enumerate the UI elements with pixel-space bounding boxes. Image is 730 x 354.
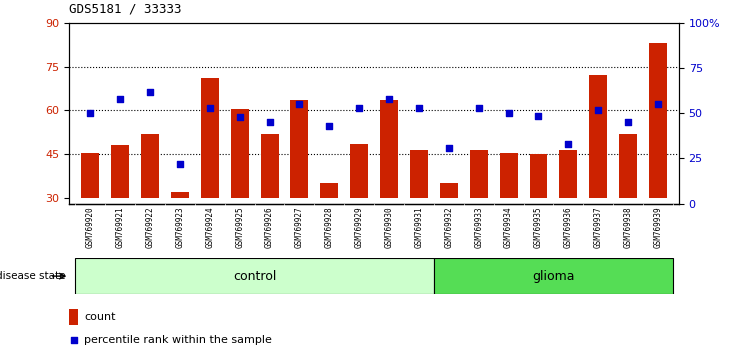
Bar [440, 183, 458, 198]
Text: count: count [84, 312, 115, 322]
Point [145, 89, 156, 95]
Bar [499, 153, 518, 198]
Bar [81, 153, 99, 198]
Text: GSM769925: GSM769925 [235, 206, 244, 248]
Text: GSM769937: GSM769937 [593, 206, 603, 248]
Point [174, 161, 185, 167]
Bar [434, 258, 673, 294]
Bar [171, 192, 189, 198]
Text: percentile rank within the sample: percentile rank within the sample [84, 335, 272, 346]
Text: GSM769936: GSM769936 [564, 206, 573, 248]
Text: GSM769931: GSM769931 [415, 206, 423, 248]
Text: GSM769929: GSM769929 [355, 206, 364, 248]
Bar [589, 75, 607, 198]
Point [323, 123, 335, 129]
Bar [111, 145, 129, 198]
Point [443, 145, 455, 151]
Point [622, 120, 634, 125]
Text: GSM769927: GSM769927 [295, 206, 304, 248]
Bar [201, 78, 219, 198]
Text: GSM769934: GSM769934 [504, 206, 513, 248]
Bar [320, 183, 338, 198]
Text: GSM769935: GSM769935 [534, 206, 543, 248]
Point [85, 110, 96, 116]
Point [652, 101, 664, 107]
Text: GSM769926: GSM769926 [265, 206, 274, 248]
Point [353, 105, 365, 111]
Point [473, 105, 485, 111]
Point [293, 101, 305, 107]
Bar [231, 109, 249, 198]
Text: GSM769930: GSM769930 [385, 206, 393, 248]
Text: GSM769924: GSM769924 [205, 206, 215, 248]
Point [592, 107, 604, 113]
Text: GSM769939: GSM769939 [653, 206, 663, 248]
Text: disease state: disease state [0, 271, 66, 281]
Bar [141, 134, 159, 198]
Point [68, 337, 80, 343]
Text: GSM769920: GSM769920 [85, 206, 95, 248]
Bar [469, 150, 488, 198]
Text: GSM769938: GSM769938 [623, 206, 633, 248]
Bar [291, 100, 308, 198]
Point [533, 113, 545, 119]
Point [204, 105, 215, 111]
Bar [410, 150, 428, 198]
Bar [619, 134, 637, 198]
Bar [649, 44, 667, 198]
Point [383, 96, 395, 102]
Text: GSM769932: GSM769932 [445, 206, 453, 248]
Bar [350, 144, 368, 198]
Point [115, 96, 126, 102]
Text: GDS5181 / 33333: GDS5181 / 33333 [69, 3, 182, 16]
Bar [559, 150, 577, 198]
Point [503, 110, 515, 116]
Bar [75, 258, 434, 294]
Point [413, 105, 425, 111]
Text: GSM769923: GSM769923 [175, 206, 185, 248]
Text: GSM769922: GSM769922 [145, 206, 155, 248]
Text: GSM769921: GSM769921 [115, 206, 125, 248]
Bar [261, 134, 279, 198]
Bar [529, 154, 548, 198]
Text: GSM769933: GSM769933 [474, 206, 483, 248]
Point [563, 141, 575, 147]
Text: control: control [233, 270, 276, 282]
Point [234, 114, 245, 120]
Text: GSM769928: GSM769928 [325, 206, 334, 248]
Point [264, 120, 275, 125]
Bar [380, 100, 398, 198]
Text: glioma: glioma [532, 270, 575, 282]
Bar [69, 309, 79, 325]
